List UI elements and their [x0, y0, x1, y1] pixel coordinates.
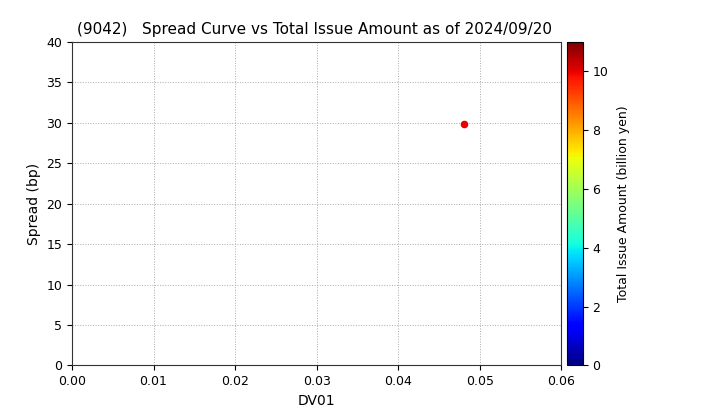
Text: (9042)   Spread Curve vs Total Issue Amount as of 2024/09/20: (9042) Spread Curve vs Total Issue Amoun…: [77, 22, 552, 37]
Y-axis label: Total Issue Amount (billion yen): Total Issue Amount (billion yen): [616, 105, 630, 302]
Point: [459, 121, 470, 128]
Y-axis label: Spread (bp): Spread (bp): [27, 163, 41, 245]
X-axis label: DV01: DV01: [298, 394, 336, 408]
